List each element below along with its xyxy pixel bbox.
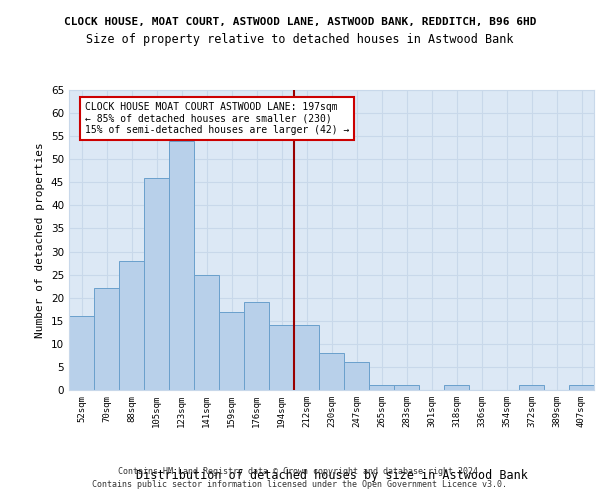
Bar — [94, 288, 119, 390]
Bar — [369, 386, 394, 390]
Bar — [394, 386, 419, 390]
Bar — [69, 316, 94, 390]
X-axis label: Distribution of detached houses by size in Astwood Bank: Distribution of detached houses by size … — [136, 469, 527, 482]
Bar — [219, 312, 244, 390]
Bar — [144, 178, 169, 390]
Bar — [294, 326, 319, 390]
Bar — [344, 362, 369, 390]
Text: Size of property relative to detached houses in Astwood Bank: Size of property relative to detached ho… — [86, 32, 514, 46]
Bar — [194, 274, 219, 390]
Text: Contains public sector information licensed under the Open Government Licence v3: Contains public sector information licen… — [92, 480, 508, 489]
Y-axis label: Number of detached properties: Number of detached properties — [35, 142, 46, 338]
Bar — [569, 386, 594, 390]
Bar — [119, 261, 144, 390]
Bar — [244, 302, 269, 390]
Bar — [519, 386, 544, 390]
Bar — [319, 353, 344, 390]
Text: CLOCK HOUSE, MOAT COURT, ASTWOOD LANE, ASTWOOD BANK, REDDITCH, B96 6HD: CLOCK HOUSE, MOAT COURT, ASTWOOD LANE, A… — [64, 18, 536, 28]
Bar — [169, 141, 194, 390]
Bar — [444, 386, 469, 390]
Text: CLOCK HOUSE MOAT COURT ASTWOOD LANE: 197sqm
← 85% of detached houses are smaller: CLOCK HOUSE MOAT COURT ASTWOOD LANE: 197… — [85, 102, 350, 134]
Text: Contains HM Land Registry data © Crown copyright and database right 2024.: Contains HM Land Registry data © Crown c… — [118, 467, 482, 476]
Bar — [269, 326, 294, 390]
